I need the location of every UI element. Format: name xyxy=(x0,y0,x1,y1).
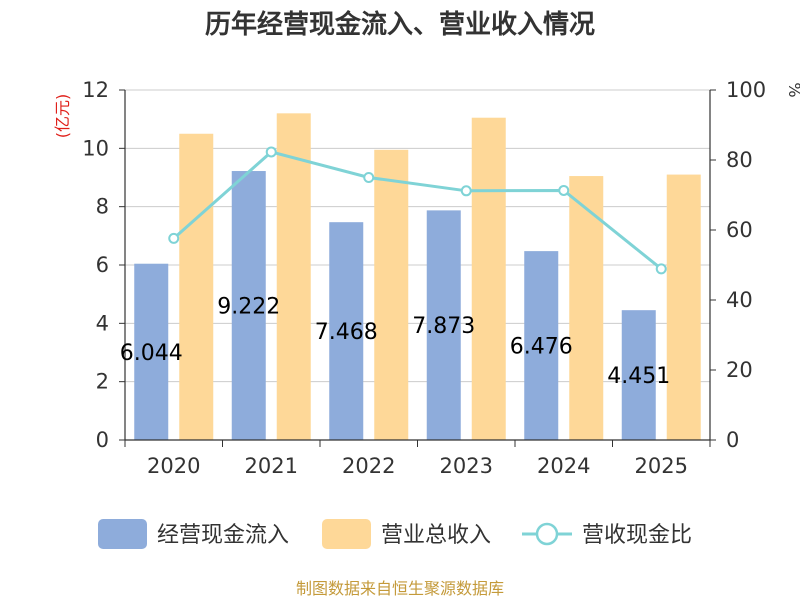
bar-cash-inflow xyxy=(524,251,559,440)
data-label-cash-inflow: 9.222 xyxy=(217,295,280,320)
x-tick-label: 2021 xyxy=(245,454,298,478)
ratio-point xyxy=(460,185,472,197)
data-label-cash-inflow: 7.873 xyxy=(412,314,475,339)
chart-title: 历年经营现金流入、营业收入情况 xyxy=(205,9,595,40)
data-label-cash-inflow: 7.468 xyxy=(315,320,378,345)
bar-revenue xyxy=(179,133,214,440)
legend-label-ratio: 营收现金比 xyxy=(582,523,692,548)
x-tick-label: 2022 xyxy=(342,454,395,478)
left-tick-label: 0 xyxy=(96,428,109,452)
bar-revenue xyxy=(471,117,506,440)
ratio-point xyxy=(363,172,375,183)
left-tick-label: 12 xyxy=(82,78,109,102)
data-label-cash-inflow: 6.044 xyxy=(120,341,183,366)
bar-revenue xyxy=(666,174,701,441)
bar-cash-inflow xyxy=(134,263,169,440)
bar-cash-inflow xyxy=(231,171,266,440)
legend-swatch-revenue xyxy=(322,519,371,549)
left-tick-label: 4 xyxy=(96,311,109,335)
bar-revenue xyxy=(374,149,409,440)
ratio-line xyxy=(168,146,667,275)
x-tick-label: 2024 xyxy=(537,454,590,478)
x-tick-label: 2020 xyxy=(147,454,200,478)
right-tick-label: 20 xyxy=(726,358,753,382)
x-tick-label: 2025 xyxy=(635,454,688,478)
ratio-point xyxy=(655,263,667,275)
legend-label-revenue: 营业总收入 xyxy=(381,523,491,548)
data-label-cash-inflow: 6.476 xyxy=(510,335,573,360)
bar-revenue xyxy=(569,176,604,440)
right-tick-label: 100 xyxy=(726,78,766,102)
bar-cash-inflow xyxy=(329,222,364,440)
gridlines xyxy=(125,89,710,383)
legend-label-cash: 经营现金流入 xyxy=(157,523,289,548)
ratio-polyline xyxy=(172,150,663,271)
left-axis-unit: (亿元) xyxy=(53,94,72,139)
left-tick-label: 8 xyxy=(96,195,109,219)
right-tick-label: 60 xyxy=(726,218,753,242)
legend-swatch-cash xyxy=(98,519,147,549)
left-tick-label: 10 xyxy=(82,136,109,160)
bar-cash-inflow xyxy=(426,210,461,440)
data-label-cash-inflow: 4.451 xyxy=(607,364,670,389)
axes: 0 2 4 6 8 10 12 0 20 40 60 80 100 2020 2021 2022 2023 202… xyxy=(82,78,766,478)
ratio-point xyxy=(168,232,180,244)
right-tick-label: 0 xyxy=(726,428,739,452)
data-labels: 6.044 9.222 7.468 7.873 6.476 4.451 xyxy=(120,295,670,390)
bar-revenue xyxy=(276,113,311,440)
left-tick-label: 6 xyxy=(96,253,109,277)
right-axis-unit: % xyxy=(785,82,800,97)
bar-cash-inflow xyxy=(621,310,656,440)
legend-swatch-ratio-marker xyxy=(535,522,559,546)
source-note: 制图数据来自恒生聚源数据库 xyxy=(296,579,504,598)
right-tick-label: 40 xyxy=(726,288,753,312)
ratio-point xyxy=(558,184,570,196)
right-tick-label: 80 xyxy=(726,148,753,172)
bars xyxy=(134,113,701,441)
legend: 经营现金流入 营业总收入 营收现金比 xyxy=(98,519,692,549)
x-tick-label: 2023 xyxy=(440,454,493,478)
ratio-point xyxy=(265,146,277,158)
left-tick-label: 2 xyxy=(96,370,109,394)
